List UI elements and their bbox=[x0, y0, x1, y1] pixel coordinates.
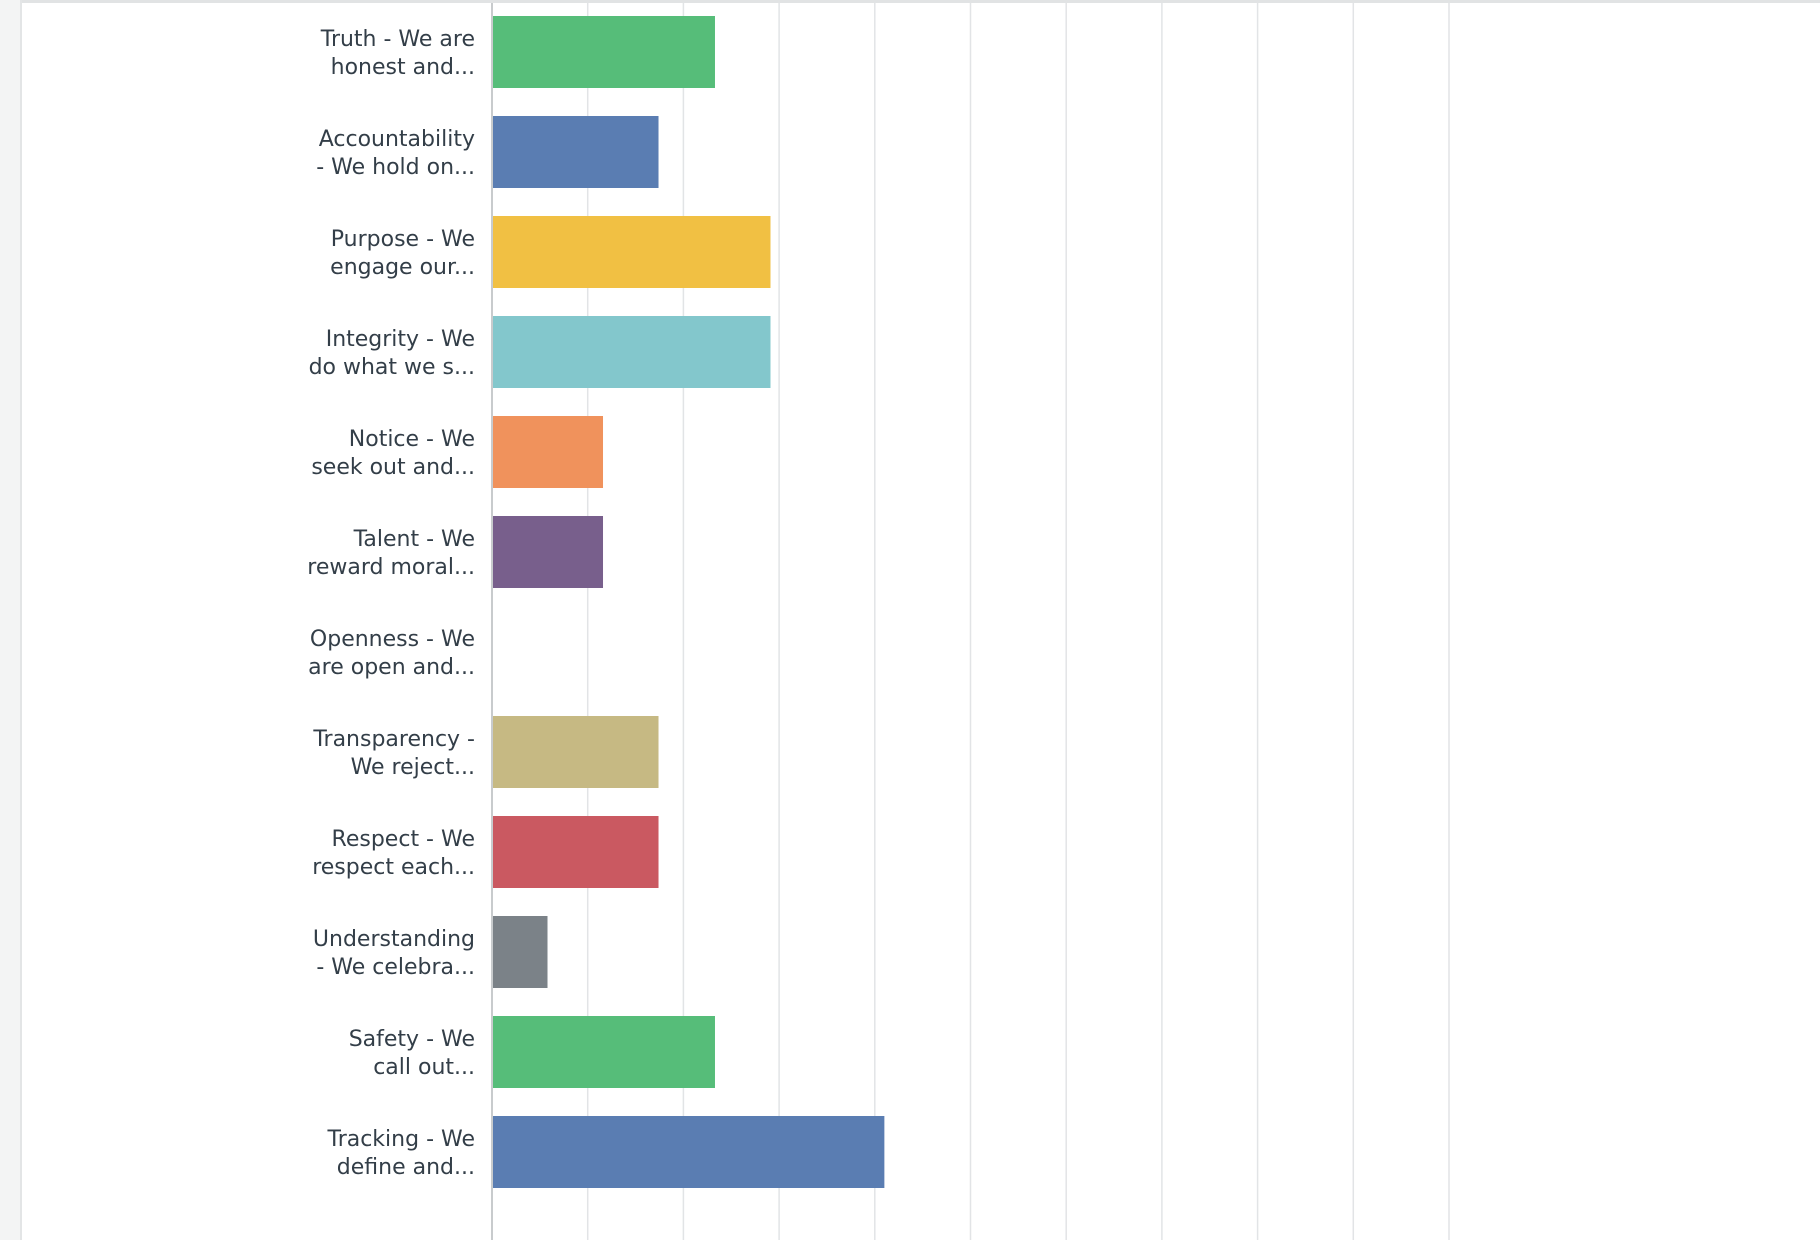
bar[interactable] bbox=[492, 416, 604, 488]
category-label: Notice - We seek out and... bbox=[311, 427, 475, 480]
bar[interactable] bbox=[492, 1016, 715, 1088]
category-label: Safety - We call out... bbox=[349, 1027, 475, 1080]
category-label: Purpose - We engage our... bbox=[330, 227, 475, 280]
category-label: Understanding - We celebra... bbox=[313, 927, 475, 980]
category-label: Accountability - We hold on... bbox=[316, 127, 475, 180]
bar[interactable] bbox=[492, 516, 604, 588]
category-label: Talent - We reward moral... bbox=[307, 527, 475, 580]
bar[interactable] bbox=[492, 316, 771, 388]
bar[interactable] bbox=[492, 1116, 885, 1188]
left-gutter bbox=[0, 0, 22, 1240]
category-labels: Truth - We are honest and... Accountabilit… bbox=[307, 27, 475, 1180]
bar[interactable] bbox=[492, 916, 548, 988]
bars bbox=[492, 16, 885, 1188]
bar[interactable] bbox=[492, 116, 659, 188]
category-label: Transparency -We reject... bbox=[312, 727, 475, 780]
top-rule bbox=[22, 0, 1820, 3]
category-label: Truth - We are honest and... bbox=[320, 27, 475, 80]
bar[interactable] bbox=[492, 16, 715, 88]
category-label: Tracking - We define and... bbox=[326, 1127, 475, 1180]
category-label: Integrity - We do what we s... bbox=[309, 327, 475, 380]
bar[interactable] bbox=[492, 216, 771, 288]
gridlines bbox=[586, 3, 1450, 1240]
category-label: Openness - We are open and... bbox=[308, 627, 475, 680]
category-label: Respect - We respect each... bbox=[312, 827, 475, 880]
bar[interactable] bbox=[492, 816, 659, 888]
bar[interactable] bbox=[492, 716, 659, 788]
